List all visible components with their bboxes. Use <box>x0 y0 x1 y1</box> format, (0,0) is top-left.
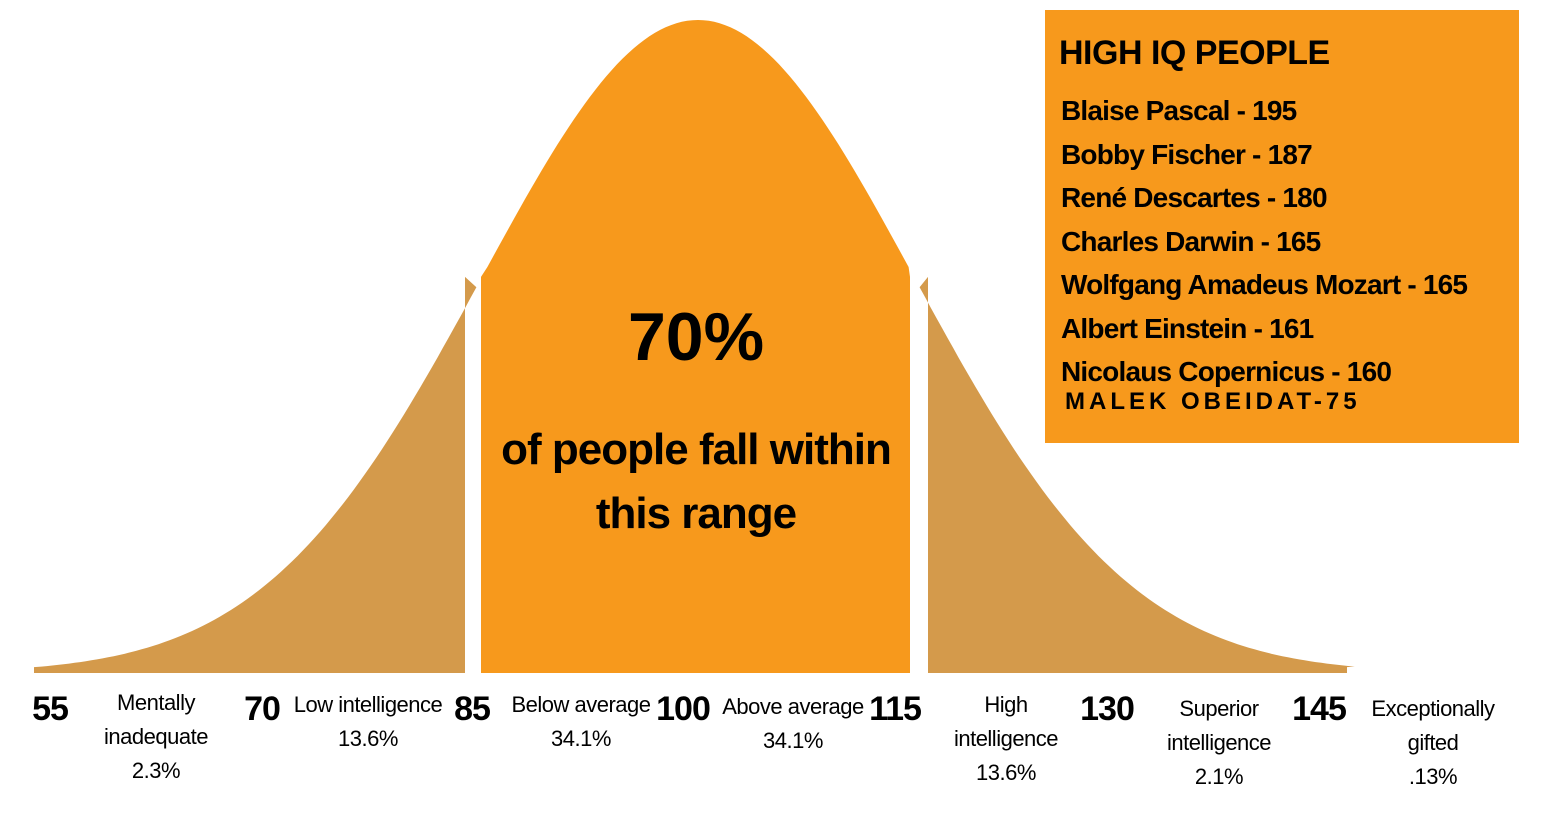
band-label: Above average <box>722 694 864 719</box>
high-iq-person: René Descartes - 180 <box>1061 182 1328 213</box>
band-label: Exceptionally gifted <box>1371 696 1495 755</box>
band-percent: 13.6% <box>976 760 1036 785</box>
band-label: Mentally inadequate <box>104 690 208 749</box>
high-iq-person: Albert Einstein - 161 <box>1061 312 1314 344</box>
band-below-average: Below average 34.1% <box>506 688 656 756</box>
band-above-average: Above average 34.1% <box>718 690 868 758</box>
right-tail-area <box>919 276 1355 673</box>
band-label: Superior intelligence <box>1166 696 1272 755</box>
band-exceptionally-gifted: Exceptionally gifted .13% <box>1358 692 1508 794</box>
high-iq-person: Bobby Fischer - 187 <box>1061 138 1313 170</box>
tick-label-115: 115 <box>869 690 922 728</box>
band-percent: 2.1% <box>1194 764 1244 789</box>
band-percent: 2.3% <box>131 758 181 783</box>
tick-label-55: 55 <box>32 690 69 728</box>
band-superior-intelligence: Superior intelligence 2.1% <box>1144 692 1294 794</box>
tick-label-70: 70 <box>244 690 281 728</box>
band-percent: .13% <box>1408 764 1458 789</box>
high-iq-list: Blaise Pascal - 195 Bobby Fischer - 187 Re… <box>1059 89 1519 394</box>
center-caption: of people fall within this range <box>501 425 892 538</box>
high-iq-person: Nicolaus Copernicus - 160 <box>1061 356 1392 387</box>
band-label: High intelligence <box>953 692 1059 751</box>
high-iq-people-box: HIGH IQ PEOPLE Blaise Pascal - 195 Bobby … <box>1045 10 1519 443</box>
center-area-85-115 <box>481 20 910 673</box>
high-iq-person: Blaise Pascal - 195 <box>1061 95 1297 126</box>
high-iq-person: Wolfgang Amadeus Mozart - 165 <box>1061 269 1468 300</box>
tick-label-130: 130 <box>1080 690 1135 728</box>
band-label: Below average <box>511 692 651 717</box>
band-percent: 34.1% <box>551 726 611 751</box>
band-high-intelligence: High intelligence 13.6% <box>931 688 1081 790</box>
band-mentally-inadequate: Mentally inadequate 2.3% <box>81 686 231 788</box>
band-percent: 34.1% <box>763 728 823 753</box>
band-low-intelligence: Low intelligence 13.6% <box>293 688 443 756</box>
center-percent-label: 70% <box>627 299 765 375</box>
high-iq-person: Charles Darwin - 165 <box>1061 225 1321 257</box>
tick-label-85: 85 <box>454 690 491 728</box>
high-iq-extra-line: MALEK OBEIDAT-75 <box>1065 387 1361 415</box>
left-tail-area <box>34 276 477 673</box>
tick-label-100: 100 <box>656 690 711 728</box>
high-iq-title: HIGH IQ PEOPLE <box>1059 34 1330 72</box>
tick-label-145: 145 <box>1292 690 1347 728</box>
band-percent: 13.6% <box>338 726 398 751</box>
band-label: Low intelligence <box>293 692 443 717</box>
